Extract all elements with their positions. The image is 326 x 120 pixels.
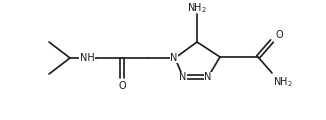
Text: NH$_2$: NH$_2$ [273,75,293,89]
Text: NH$_2$: NH$_2$ [187,1,207,15]
Text: N: N [179,72,187,82]
Text: O: O [275,30,283,40]
Text: NH: NH [80,53,94,63]
Text: O: O [118,81,126,91]
Text: N: N [170,53,178,63]
Text: N: N [204,72,212,82]
